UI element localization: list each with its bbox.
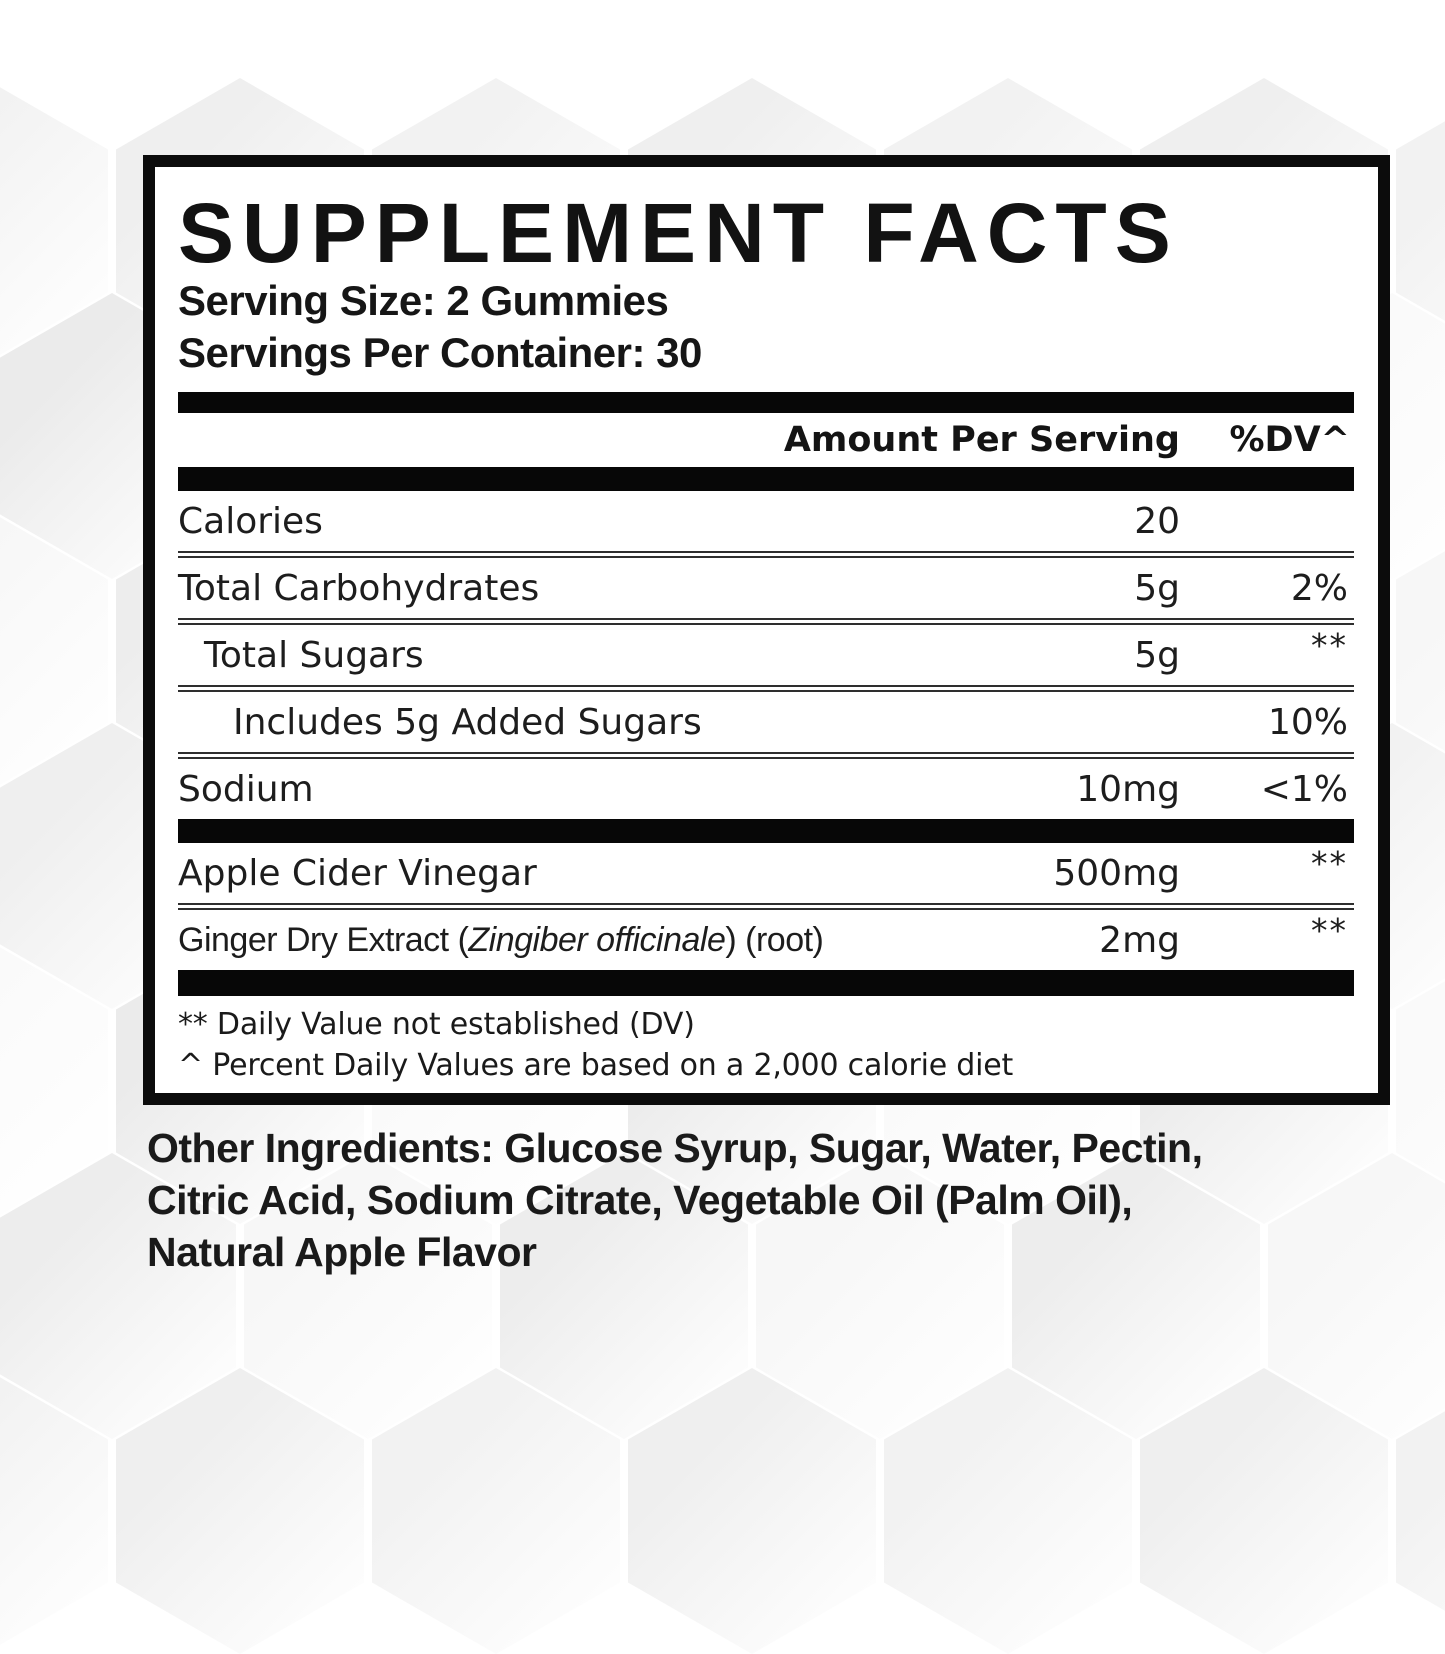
other-ingredients-line: Citric Acid, Sodium Citrate, Vegetable O… xyxy=(147,1177,1133,1223)
other-ingredients-line: Natural Apple Flavor xyxy=(147,1229,537,1275)
divider-bar xyxy=(178,819,1354,843)
row-dv: 2% xyxy=(1290,567,1348,609)
row-name: Total Carbohydrates xyxy=(178,567,540,609)
table-row-total-sugars: Total Sugars 5g ** xyxy=(178,625,1354,685)
footnotes: ** Daily Value not established (DV) ^ Pe… xyxy=(178,1004,1354,1086)
row-amount: 10mg xyxy=(1076,768,1180,810)
row-dv: ** xyxy=(1311,843,1348,883)
table-row-ginger-dry-extract: Ginger Dry Extract (Zingiber officinale)… xyxy=(178,910,1354,970)
row-dv: <1% xyxy=(1260,768,1348,810)
divider-bar xyxy=(178,970,1354,996)
row-name: Calories xyxy=(178,500,323,542)
row-dv: ** xyxy=(1311,625,1348,665)
row-name-text: Ginger Dry Extract ( xyxy=(178,920,469,959)
row-dv: ** xyxy=(1311,910,1348,950)
table-row-apple-cider-vinegar: Apple Cider Vinegar 500mg ** xyxy=(178,843,1354,903)
table-header-row: Amount Per Serving %DV^ xyxy=(178,413,1354,467)
row-name: Total Sugars xyxy=(204,634,424,676)
row-amount: 20 xyxy=(1134,500,1180,542)
row-separator xyxy=(178,685,1354,692)
other-ingredients-line: Other Ingredients: Glucose Syrup, Sugar,… xyxy=(147,1125,1203,1171)
row-name: Ginger Dry Extract (Zingiber officinale)… xyxy=(178,921,950,960)
row-amount: 500mg xyxy=(1053,852,1180,894)
row-separator xyxy=(178,903,1354,910)
table-row-calories: Calories 20 xyxy=(178,491,1354,551)
footnote-daily-value: ** Daily Value not established (DV) xyxy=(178,1007,695,1042)
row-name: Includes 5g Added Sugars xyxy=(233,701,702,743)
divider-bar xyxy=(178,467,1354,491)
dv-column-header: %DV^ xyxy=(1229,420,1350,460)
table-row-sodium: Sodium 10mg <1% xyxy=(178,759,1354,819)
table-row-total-carbohydrates: Total Carbohydrates 5g 2% xyxy=(178,558,1354,618)
row-amount: 5g xyxy=(1134,634,1180,676)
row-separator xyxy=(178,752,1354,759)
row-amount: 5g xyxy=(1134,567,1180,609)
divider-bar xyxy=(178,392,1354,413)
serving-size: Serving Size: 2 Gummies xyxy=(178,277,669,324)
row-name: Apple Cider Vinegar xyxy=(178,852,537,894)
row-name: Sodium xyxy=(178,768,314,810)
row-separator xyxy=(178,618,1354,625)
servings-per-container: Servings Per Container: 30 xyxy=(178,329,702,376)
row-amount: 2mg xyxy=(1099,919,1180,961)
other-ingredients: Other Ingredients: Glucose Syrup, Sugar,… xyxy=(147,1122,1203,1278)
row-name-botanical: Zingiber officinale xyxy=(468,920,726,959)
supplement-facts-panel: SUPPLEMENT FACTS Serving Size: 2 Gummies… xyxy=(143,155,1390,1105)
table-row-added-sugars: Includes 5g Added Sugars 10% xyxy=(178,692,1354,752)
row-separator xyxy=(178,551,1354,558)
panel-title: SUPPLEMENT FACTS xyxy=(178,186,1179,280)
footnote-percent-daily-values: ^ Percent Daily Values are based on a 2,… xyxy=(178,1048,1014,1083)
row-name-text: ) (root) xyxy=(725,920,824,959)
row-dv: 10% xyxy=(1267,701,1348,743)
amount-column-header: Amount Per Serving xyxy=(783,420,1180,460)
